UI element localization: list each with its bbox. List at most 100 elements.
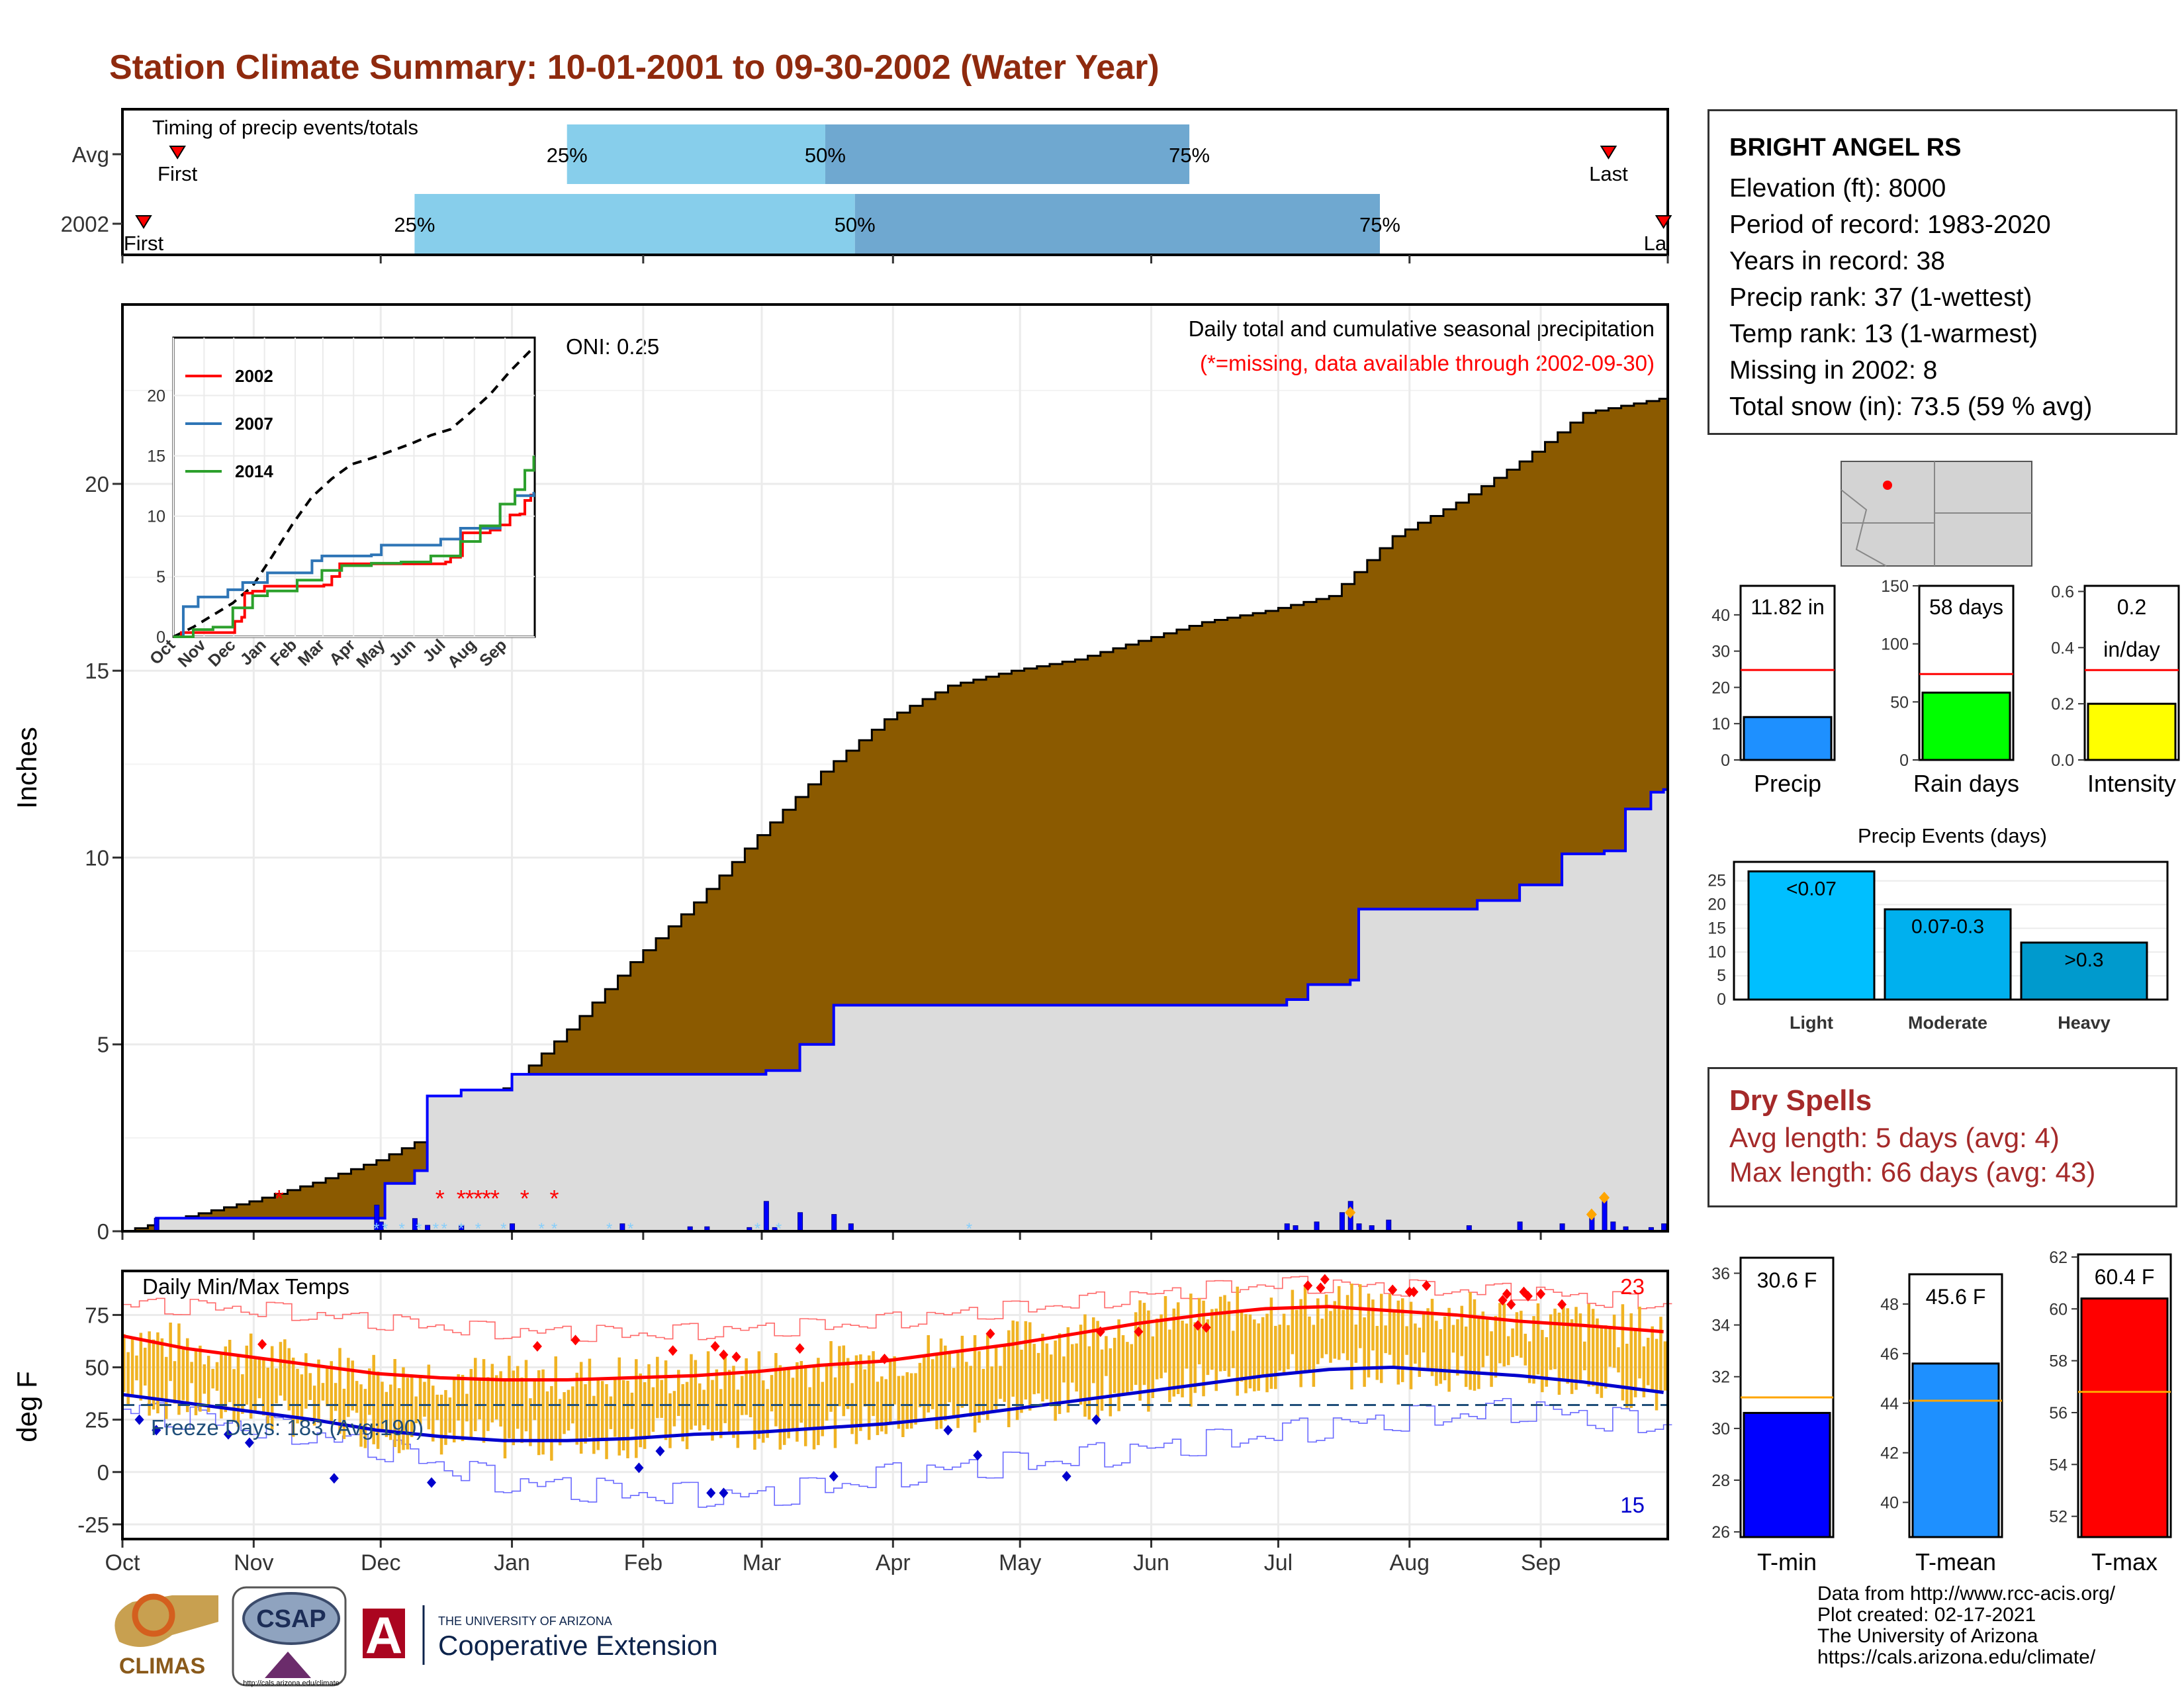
last-event-marker <box>1655 215 1672 229</box>
daily-temp-bar <box>1426 1308 1430 1369</box>
station-period: Period of record: 1983-2020 <box>1729 211 2051 239</box>
daily-temp-bar <box>1562 1305 1565 1380</box>
daily-temp-bar <box>1134 1312 1138 1385</box>
missing-day-marker: * <box>482 1185 491 1212</box>
month-label: Feb <box>624 1550 663 1575</box>
daily-temp-bar <box>1570 1319 1574 1394</box>
daily-temp-bar <box>1163 1295 1167 1373</box>
daily-temp-bar <box>1583 1341 1586 1371</box>
daily-temp-bar <box>1418 1327 1422 1378</box>
summary-bar-fill <box>1921 691 2011 761</box>
daily-temp-bar <box>1375 1326 1379 1380</box>
temp-bar-tick-label: 44 <box>1880 1395 1899 1413</box>
month-label: Nov <box>234 1550 273 1575</box>
snow-day-marker: * <box>754 1220 760 1238</box>
daily-temp-bar <box>1659 1317 1662 1393</box>
daily-temp-bar <box>567 1389 570 1431</box>
daily-temp-bar <box>326 1366 329 1407</box>
daily-temp-bar <box>1651 1326 1654 1391</box>
daily-temp-bar <box>672 1391 676 1427</box>
daily-temp-bar <box>1553 1308 1557 1370</box>
daily-temp-bar <box>1422 1313 1426 1353</box>
daily-temp-bar <box>592 1395 596 1454</box>
daily-temp-bar <box>1485 1319 1489 1356</box>
daily-temp-bar <box>508 1356 511 1438</box>
daily-temp-bar <box>736 1389 740 1448</box>
daily-temp-bar <box>1642 1346 1646 1397</box>
daily-temp-bar <box>1363 1317 1366 1387</box>
daily-precip-bar <box>763 1201 769 1232</box>
daily-temp-bar <box>1105 1336 1108 1376</box>
daily-temp-bar <box>1502 1303 1506 1367</box>
daily-temp-bar <box>126 1352 130 1406</box>
daily-temp-bar <box>1392 1309 1396 1366</box>
precip-events-chart: Precip Events (days) 0 5 10 15 20 25 <0.07 Ligh… <box>1707 824 2169 1033</box>
daily-temp-bar <box>888 1358 892 1423</box>
daily-temp-bar <box>1490 1331 1493 1387</box>
daily-temp-bar <box>973 1335 977 1432</box>
inset-ytick-label: 20 <box>147 387 165 405</box>
daily-temp-bar <box>1524 1333 1527 1366</box>
daily-temp-bar <box>741 1376 744 1415</box>
daily-temp-bar <box>850 1383 854 1434</box>
daily-temp-bar <box>1405 1326 1408 1355</box>
inset-legend-label: 2007 <box>235 414 273 434</box>
daily-temp-bar <box>427 1364 431 1430</box>
record-max-point <box>719 1349 729 1360</box>
record-min-point <box>223 1429 233 1440</box>
daily-temp-bar <box>617 1357 621 1456</box>
daily-temp-bar <box>897 1376 901 1429</box>
min-record-count: 15 <box>1620 1493 1645 1517</box>
daily-temp-bar <box>406 1378 410 1450</box>
daily-temp-bar <box>812 1366 816 1450</box>
daily-temp-bar <box>321 1383 325 1401</box>
daily-temp-bar <box>190 1362 193 1383</box>
daily-temp-bar <box>372 1354 375 1444</box>
timing-row-label: 2002 <box>61 212 109 236</box>
daily-temp-bar <box>931 1359 934 1409</box>
daily-temp-bar <box>1189 1293 1193 1407</box>
daily-temp-bar <box>402 1367 405 1450</box>
daily-temp-bar <box>614 1378 617 1437</box>
daily-temp-bar <box>1041 1333 1044 1402</box>
avg-min-line <box>122 1366 1664 1442</box>
month-label: May <box>999 1550 1041 1575</box>
daily-temp-bar <box>1439 1329 1443 1384</box>
precip-ytick-label: 10 <box>85 845 109 870</box>
daily-temp-bar <box>872 1351 875 1417</box>
snow-event-marker <box>1586 1208 1597 1221</box>
month-label: Jun <box>1133 1550 1169 1575</box>
last-event-label: Last <box>1589 162 1628 185</box>
daily-temp-bar <box>884 1379 888 1434</box>
missing-day-marker: * <box>473 1185 482 1212</box>
daily-temp-bar <box>918 1362 922 1407</box>
record-min-point <box>134 1414 144 1425</box>
daily-temp-bar <box>1062 1356 1066 1383</box>
month-label: Dec <box>361 1550 400 1575</box>
daily-temp-bar <box>317 1359 320 1423</box>
station-name: BRIGHT ANGEL RS <box>1729 134 1962 162</box>
summary-bar-tick-label: 30 <box>1711 643 1730 661</box>
daily-temp-bar <box>1206 1319 1210 1376</box>
record-min-point <box>244 1437 254 1448</box>
daily-temp-bar <box>621 1380 625 1451</box>
record-min-point <box>829 1471 839 1482</box>
daily-temp-bar <box>164 1356 168 1419</box>
daily-temp-bar <box>1324 1294 1328 1354</box>
events-frame <box>1733 861 2169 1001</box>
daily-temp-bar <box>1596 1318 1599 1394</box>
events-bar <box>1884 908 2012 1001</box>
daily-temp-bar <box>486 1377 490 1431</box>
daily-temp-bar <box>745 1358 748 1415</box>
daily-temp-bar <box>1282 1313 1286 1374</box>
daily-temp-bar <box>1113 1337 1116 1393</box>
record-max-point <box>1303 1280 1313 1291</box>
record-max-point <box>1193 1320 1203 1331</box>
events-ytick-label: 20 <box>1707 896 1726 914</box>
daily-temp-bar <box>575 1372 579 1445</box>
daily-temp-bar <box>1400 1298 1404 1382</box>
daily-temp-bar <box>494 1375 498 1420</box>
daily-temp-bar <box>626 1380 629 1458</box>
events-category-label: Moderate <box>1908 1013 1987 1033</box>
